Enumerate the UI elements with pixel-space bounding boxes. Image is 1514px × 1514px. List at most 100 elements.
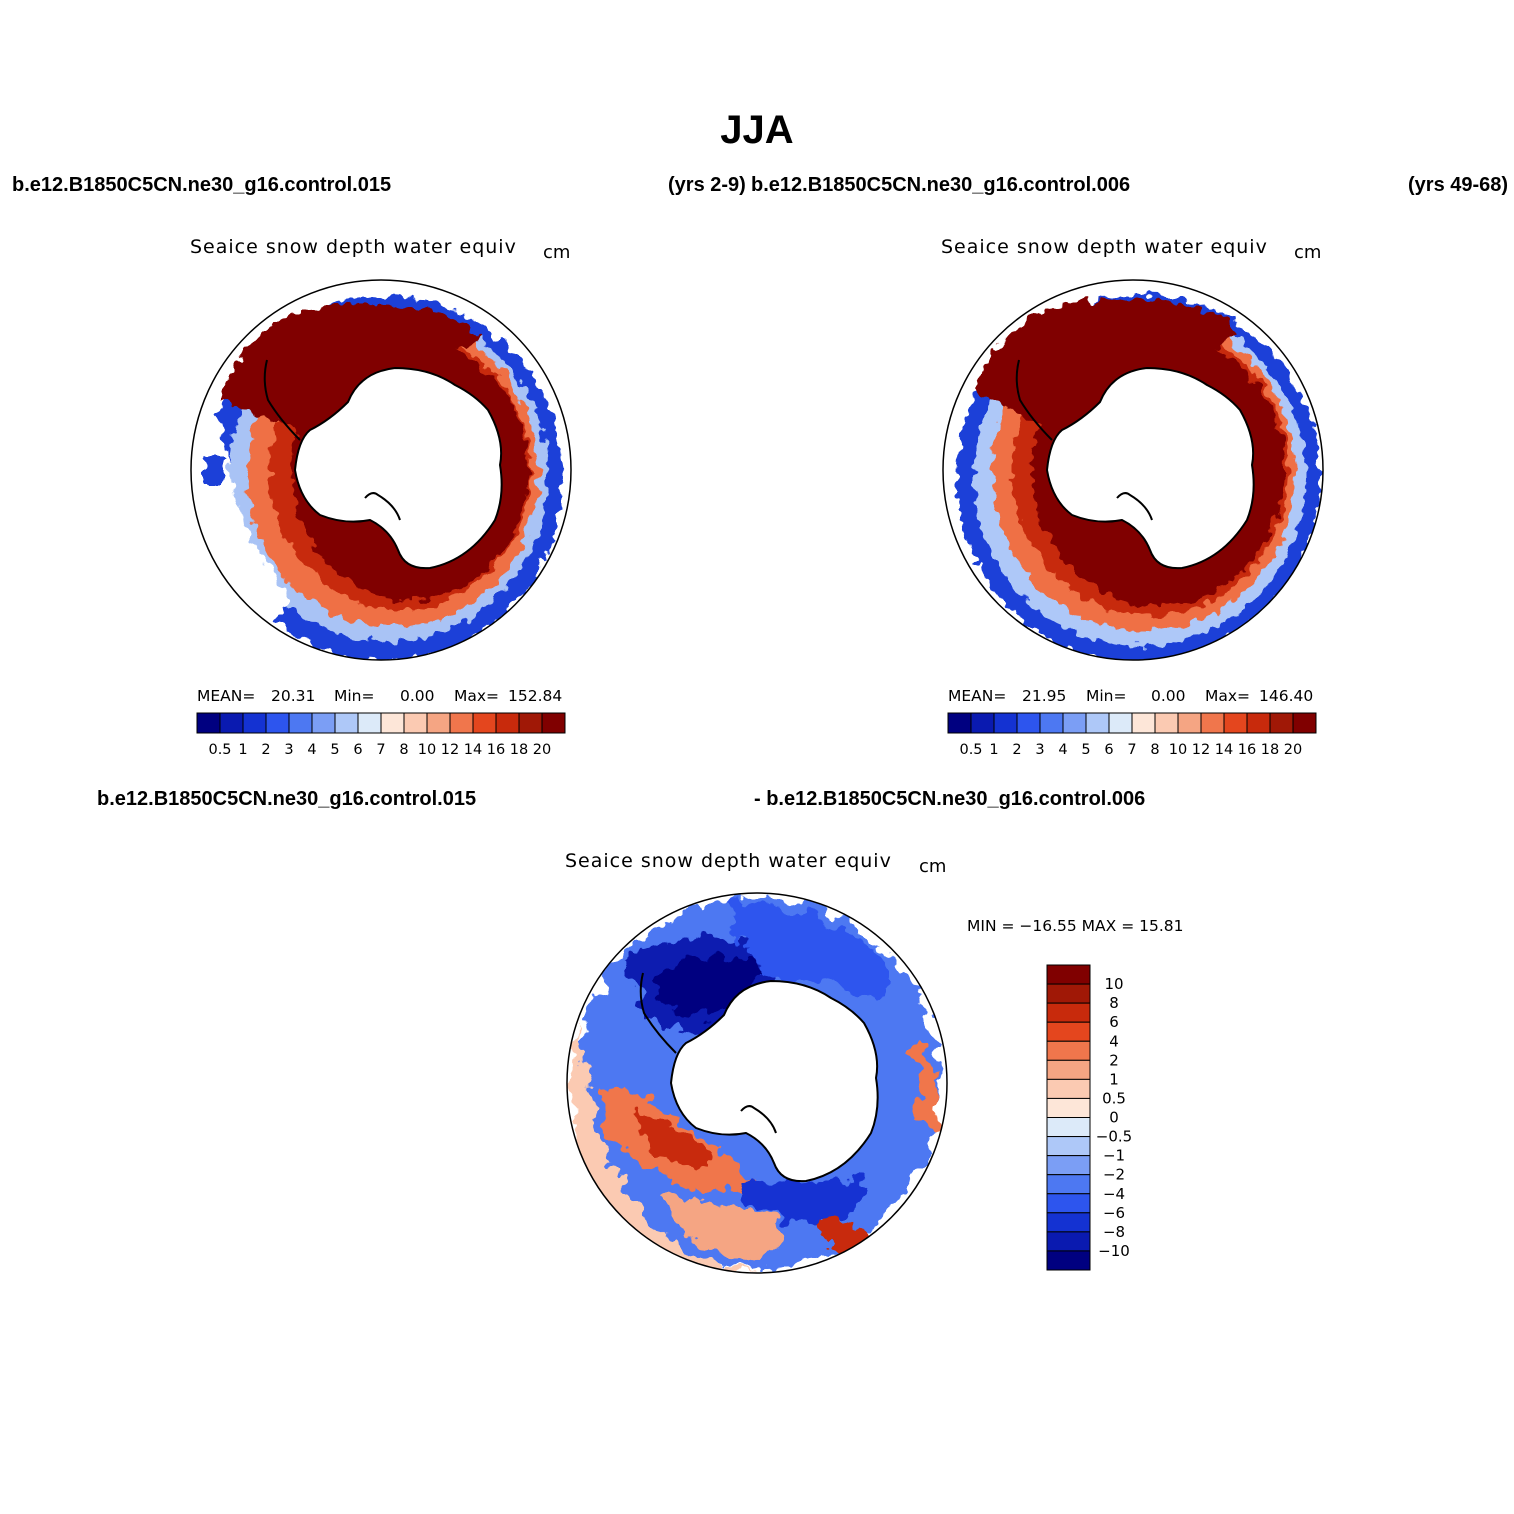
panel-a-max-label: Max= bbox=[454, 687, 500, 705]
colorbar-tick-label: 20 bbox=[1284, 742, 1302, 758]
case-a-label: b.e12.B1850C5CN.ne30_g16.control.015 bbox=[12, 174, 392, 196]
diff-colorbar-tick-label: 6 bbox=[1109, 1013, 1119, 1031]
diff-ross-shelf bbox=[740, 1105, 777, 1134]
colorbar-tick-label: 2 bbox=[1012, 742, 1021, 758]
colorbar-tick-label: 5 bbox=[1081, 742, 1090, 758]
panel-b-map-border bbox=[942, 279, 1324, 661]
colorbar-swatch bbox=[449, 712, 474, 734]
panel-a-map-border bbox=[190, 279, 572, 661]
diff-colorbar-tick-label: −4 bbox=[1103, 1185, 1125, 1203]
diff-peninsula bbox=[639, 972, 677, 1054]
diff-colorbar-tick-label: −8 bbox=[1103, 1223, 1125, 1241]
colorbar-swatch bbox=[947, 712, 972, 734]
colorbar-tick-label: 4 bbox=[1058, 742, 1067, 758]
diff-negative-ross bbox=[740, 1175, 867, 1221]
colorbar-swatch bbox=[403, 712, 428, 734]
diff-colorbar-tick-label: −1 bbox=[1103, 1147, 1125, 1165]
colorbar-swatch bbox=[970, 712, 995, 734]
figure-title: JJA bbox=[720, 108, 794, 152]
colorbar-swatch bbox=[1108, 712, 1133, 734]
diff-colorbar-swatch bbox=[1046, 1174, 1091, 1195]
colorbar-tick-label: 10 bbox=[1169, 742, 1187, 758]
diff-colorbar-tick-label: 0.5 bbox=[1102, 1089, 1126, 1107]
case-b-label: b.e12.B1850C5CN.ne30_g16.control.006 bbox=[751, 174, 1131, 196]
diff-minmax-label: MIN = −16.55 MAX = 15.81 bbox=[967, 917, 1184, 935]
colorbar-tick-label: 8 bbox=[1150, 742, 1159, 758]
panel-a-thick-snow-weddell bbox=[220, 304, 480, 430]
colorbar-swatch bbox=[541, 712, 566, 734]
diff-antarctica bbox=[669, 979, 879, 1183]
panel-b-mean-value: 21.95 bbox=[1022, 687, 1067, 705]
panel-b-colorbar: 0.5 1 2 3 4 5 6 7 8 10 12 14 16 18 20 bbox=[947, 712, 1317, 758]
colorbar-tick-label: 0.5 bbox=[208, 742, 231, 758]
colorbar-swatch bbox=[380, 712, 405, 734]
diff-colorbar-swatch bbox=[1046, 1040, 1091, 1061]
colorbar-swatch bbox=[1223, 712, 1248, 734]
diff-colorbar-swatch bbox=[1046, 1078, 1091, 1099]
diff-colorbar-tick-label: 0 bbox=[1109, 1109, 1119, 1127]
colorbar-tick-label: 7 bbox=[1127, 742, 1136, 758]
panel-a-map bbox=[190, 279, 572, 661]
case-a-years: (yrs 2-9) bbox=[668, 174, 746, 196]
colorbar-swatch bbox=[1200, 712, 1225, 734]
colorbar-tick-label: 5 bbox=[330, 742, 339, 758]
diff-map-border bbox=[566, 892, 948, 1274]
diff-colorbar-swatch bbox=[1046, 1059, 1091, 1080]
diff-colorbar-swatch bbox=[1046, 1231, 1091, 1252]
colorbar-swatch bbox=[311, 712, 336, 734]
colorbar-tick-label: 8 bbox=[399, 742, 408, 758]
colorbar-tick-label: 0.5 bbox=[959, 742, 982, 758]
colorbar-tick-label: 6 bbox=[1104, 742, 1113, 758]
colorbar-swatch bbox=[219, 712, 244, 734]
panel-a-max-value: 152.84 bbox=[508, 687, 563, 705]
colorbar-tick-label: 18 bbox=[510, 742, 528, 758]
colorbar-swatch bbox=[1062, 712, 1087, 734]
colorbar-swatch bbox=[1269, 712, 1294, 734]
diff-panel-units: cm bbox=[919, 856, 947, 877]
colorbar-swatch bbox=[993, 712, 1018, 734]
colorbar-tick-label: 16 bbox=[487, 742, 505, 758]
diff-case-b-label: - b.e12.B1850C5CN.ne30_g16.control.006 bbox=[754, 788, 1146, 810]
panel-b-max-value: 146.40 bbox=[1259, 687, 1314, 705]
diff-colorbar-tick-label: 10 bbox=[1104, 975, 1123, 993]
panel-a-mean-label: MEAN= bbox=[197, 687, 256, 705]
diff-case-a-label: b.e12.B1850C5CN.ne30_g16.control.015 bbox=[97, 788, 477, 810]
colorbar-tick-label: 12 bbox=[1192, 742, 1210, 758]
panel-a-units: cm bbox=[543, 242, 571, 263]
panel-a-min-label: Min= bbox=[334, 687, 375, 705]
diff-colorbar-swatch bbox=[1046, 1212, 1091, 1233]
colorbar-tick-label: 2 bbox=[261, 742, 270, 758]
panel-b-peninsula bbox=[1015, 359, 1053, 441]
diff-panel-title: Seaice snow depth water equiv bbox=[565, 850, 892, 872]
panel-b-thick-snow-weddell bbox=[975, 299, 1240, 430]
colorbar-tick-label: 4 bbox=[307, 742, 316, 758]
colorbar-tick-label: 14 bbox=[464, 742, 482, 758]
diff-colorbar-tick-label: −0.5 bbox=[1096, 1128, 1132, 1146]
colorbar-swatch bbox=[1246, 712, 1271, 734]
case-b-years: (yrs 49-68) bbox=[1408, 174, 1509, 196]
diff-map bbox=[566, 892, 948, 1274]
colorbar-swatch bbox=[1154, 712, 1179, 734]
panel-a-peninsula bbox=[263, 359, 301, 441]
diff-colorbar-tick-label: 2 bbox=[1109, 1051, 1119, 1069]
diff-colorbar-swatch bbox=[1046, 1155, 1091, 1176]
diff-colorbar-tick-label: −6 bbox=[1103, 1204, 1125, 1222]
panel-b-min-label: Min= bbox=[1086, 687, 1127, 705]
diff-colorbar-swatch bbox=[1046, 1250, 1091, 1271]
panel-b-mean-label: MEAN= bbox=[948, 687, 1007, 705]
diff-negative-north bbox=[720, 900, 890, 1000]
colorbar-swatch bbox=[242, 712, 267, 734]
colorbar-swatch bbox=[1177, 712, 1202, 734]
colorbar-tick-label: 7 bbox=[376, 742, 385, 758]
panel-a-antarctica bbox=[293, 366, 503, 570]
colorbar-swatch bbox=[1292, 712, 1317, 734]
panel-a-ross-shelf bbox=[364, 492, 401, 521]
diff-colorbar-swatch bbox=[1046, 983, 1091, 1004]
panel-a-colorbar: 0.5 1 2 3 4 5 6 7 8 10 12 14 16 18 20 bbox=[196, 712, 566, 758]
colorbar-swatch bbox=[265, 712, 290, 734]
panel-b-units: cm bbox=[1294, 242, 1322, 263]
diff-colorbar-swatch bbox=[1046, 1193, 1091, 1214]
colorbar-swatch bbox=[1016, 712, 1041, 734]
